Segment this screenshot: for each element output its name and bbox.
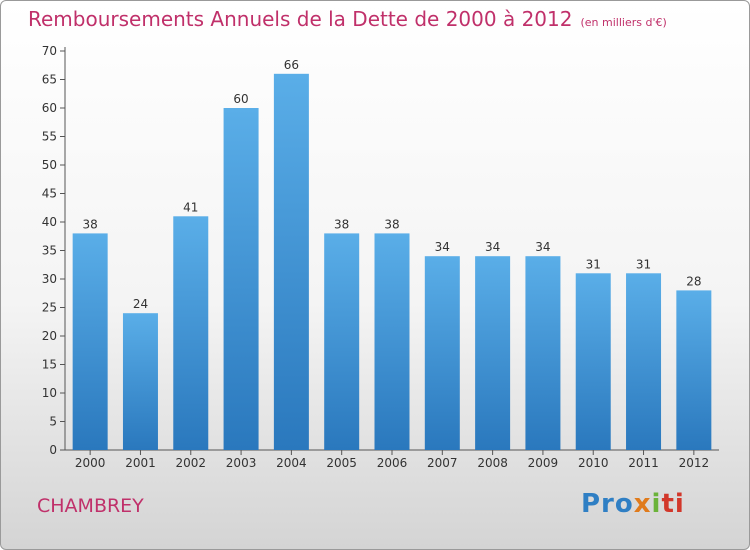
bar-value-label: 34 (435, 240, 450, 254)
y-tick-label: 15 (42, 358, 57, 372)
bar (475, 256, 511, 450)
y-tick-label: 45 (42, 187, 57, 201)
chart-title: Remboursements Annuels de la Dette de 20… (28, 7, 573, 31)
bar (676, 290, 712, 450)
y-tick-label: 25 (42, 301, 57, 315)
chart-title-block: Remboursements Annuels de la Dette de 20… (28, 7, 667, 31)
x-tick-label: 2009 (528, 456, 559, 470)
bar (72, 233, 108, 450)
bar-value-label: 34 (535, 240, 550, 254)
y-tick-label: 20 (42, 329, 57, 343)
x-tick-label: 2001 (125, 456, 156, 470)
y-tick-label: 0 (49, 443, 57, 457)
city-name: CHAMBREY (37, 495, 144, 517)
bar-value-label: 38 (334, 217, 349, 231)
bar-value-label: 28 (686, 274, 701, 288)
x-tick-label: 2011 (628, 456, 659, 470)
x-tick-label: 2004 (276, 456, 307, 470)
bar-value-label: 60 (233, 92, 248, 106)
bar-value-label: 38 (83, 217, 98, 231)
x-tick-label: 2006 (377, 456, 408, 470)
y-tick-label: 50 (42, 158, 57, 172)
y-tick-label: 60 (42, 101, 57, 115)
bar (173, 216, 209, 450)
x-tick-label: 2012 (679, 456, 710, 470)
bar (374, 233, 410, 450)
x-tick-label: 2000 (75, 456, 106, 470)
proxiti-logo[interactable]: Proxiti (581, 489, 685, 519)
bar (626, 273, 662, 450)
bar-value-label: 31 (586, 257, 601, 271)
bar (424, 256, 460, 450)
bar-value-label: 41 (183, 200, 198, 214)
bar-value-label: 31 (636, 257, 651, 271)
logo-part: i (651, 489, 662, 519)
bar-value-label: 66 (284, 58, 299, 72)
bar-value-label: 34 (485, 240, 500, 254)
chart-unit: (en milliers d'€) (580, 16, 667, 29)
bar (273, 73, 309, 451)
x-tick-label: 2005 (326, 456, 357, 470)
bar-value-label: 24 (133, 297, 148, 311)
x-tick-label: 2007 (427, 456, 458, 470)
x-tick-label: 2008 (477, 456, 508, 470)
logo-part: Pro (581, 489, 634, 519)
y-tick-label: 10 (42, 386, 57, 400)
y-tick-label: 55 (42, 130, 57, 144)
logo-part: ti (661, 489, 685, 519)
bar (525, 256, 561, 450)
bar (324, 233, 360, 450)
y-tick-label: 40 (42, 215, 57, 229)
y-tick-label: 30 (42, 272, 57, 286)
logo-part: x (633, 489, 652, 519)
bar (223, 108, 259, 450)
bar-value-label: 38 (384, 217, 399, 231)
x-tick-label: 2010 (578, 456, 609, 470)
x-tick-label: 2003 (226, 456, 257, 470)
y-tick-label: 5 (49, 415, 57, 429)
bar (122, 313, 158, 450)
y-tick-label: 70 (42, 44, 57, 58)
x-tick-label: 2002 (175, 456, 206, 470)
bar (575, 273, 611, 450)
y-tick-label: 35 (42, 244, 57, 258)
y-tick-label: 65 (42, 73, 57, 87)
